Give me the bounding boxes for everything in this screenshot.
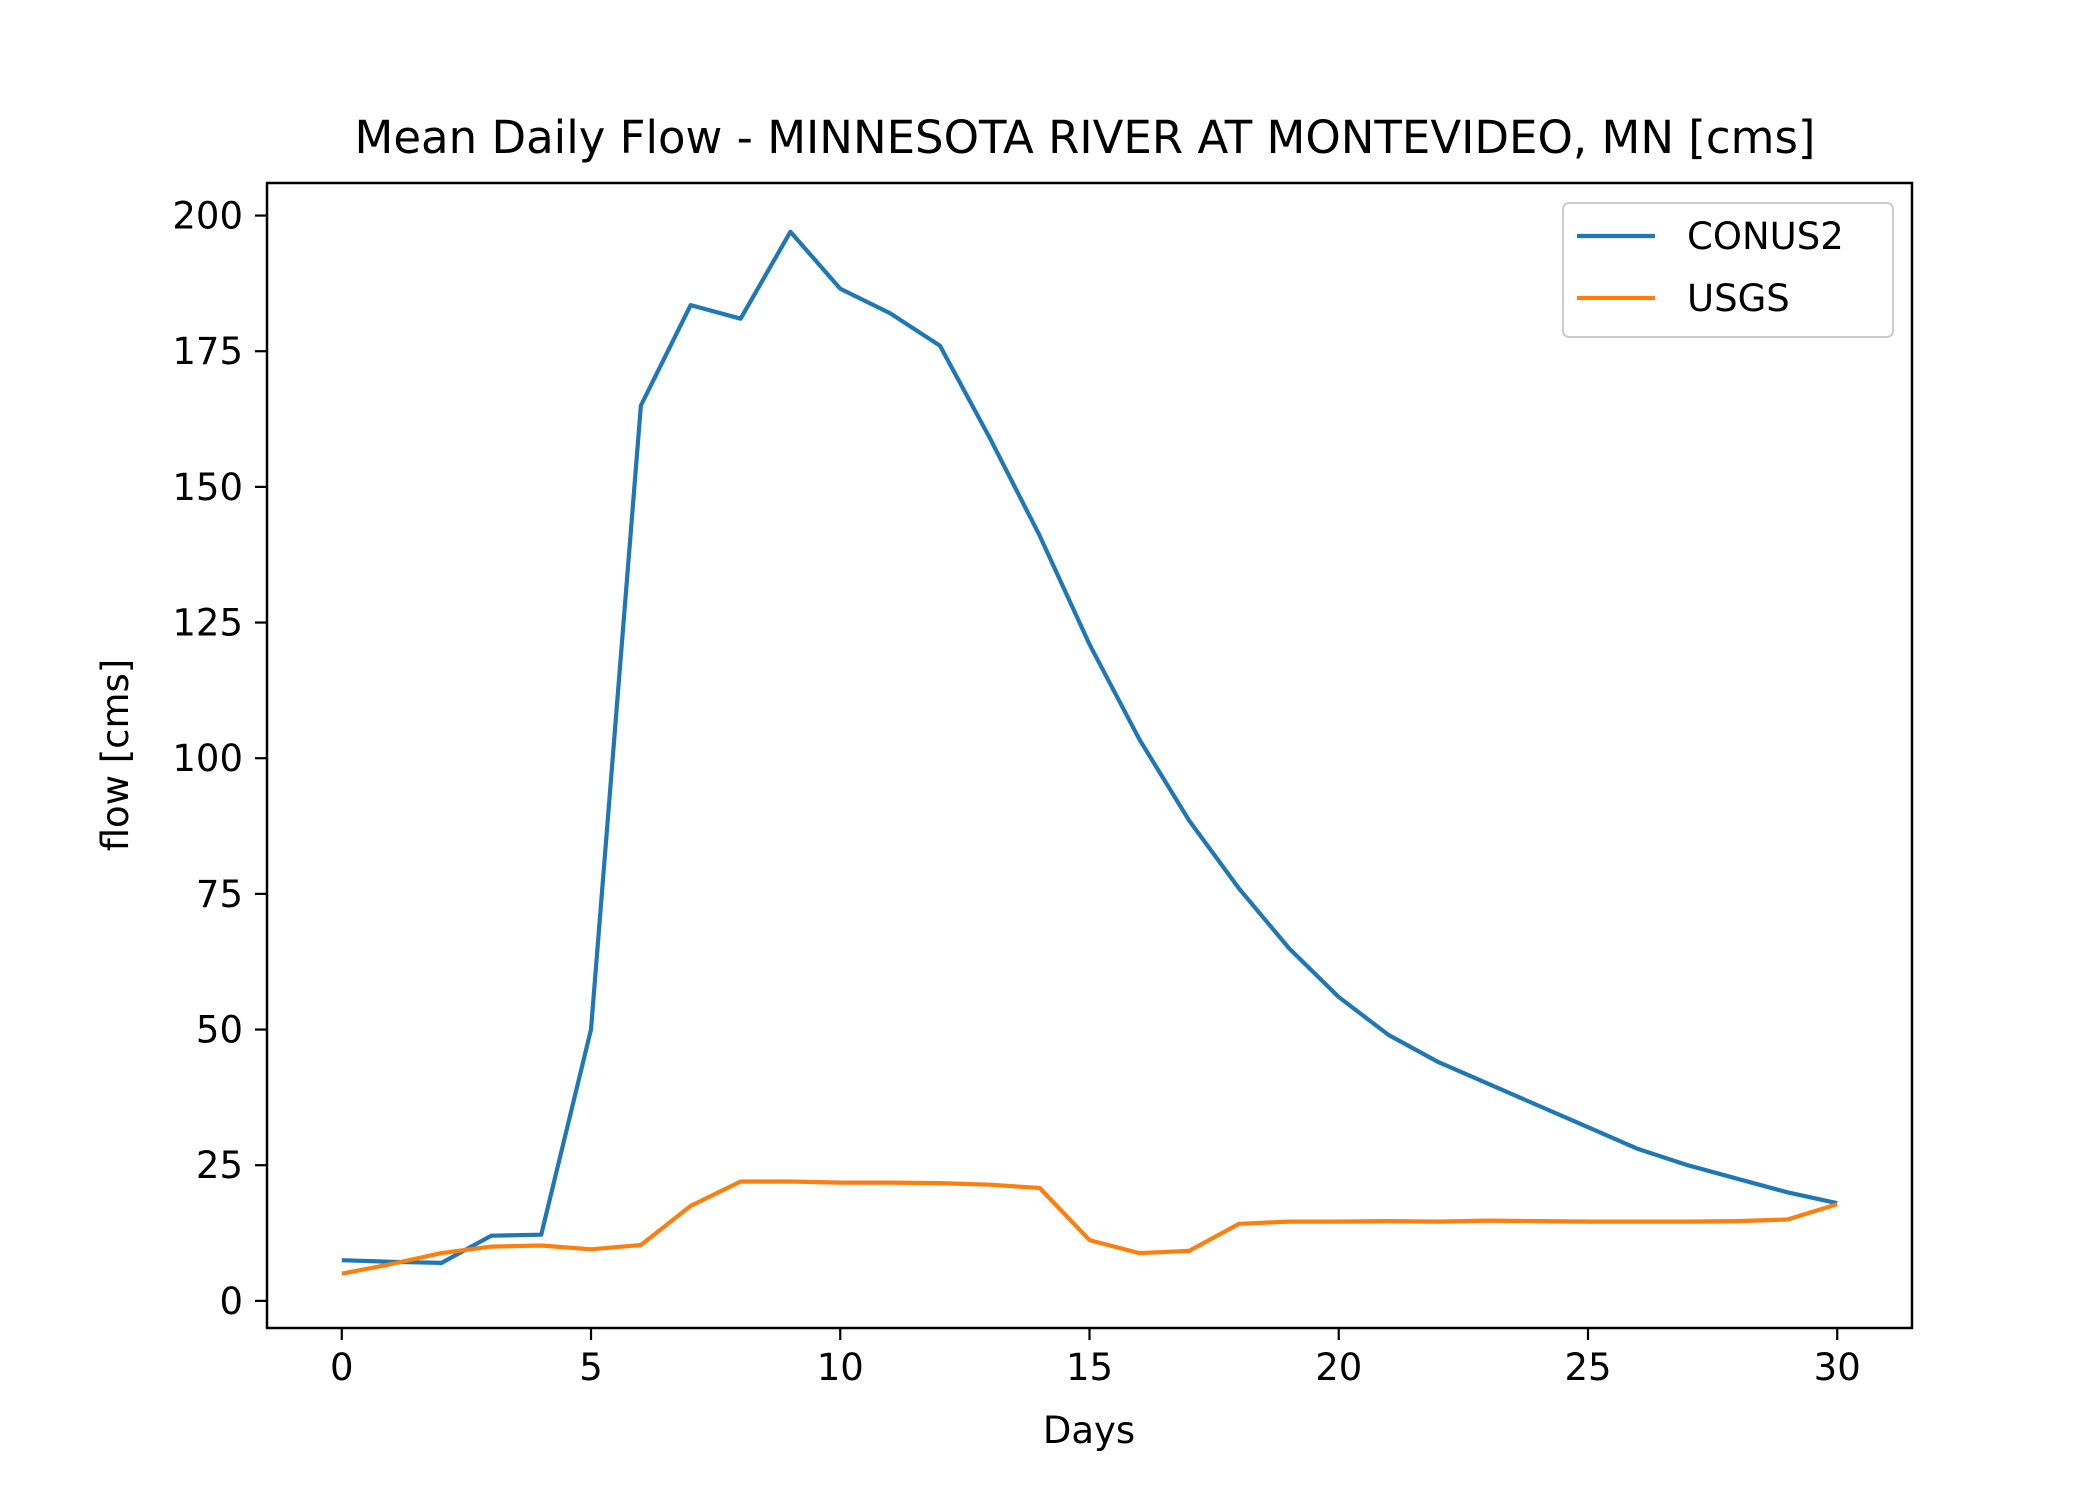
x-tick-label: 0 [330,1346,354,1389]
y-tick-label: 125 [172,602,243,645]
legend-label-usgs: USGS [1687,277,1790,320]
legend: CONUS2 USGS [1562,202,1894,338]
x-tick-label: 20 [1315,1346,1362,1389]
series-line-usgs [341,1179,1838,1276]
y-tick-label: 50 [196,1009,243,1052]
y-tick-label: 175 [172,330,243,373]
x-tick-label: 15 [1066,1346,1113,1389]
y-tick-label: 200 [172,195,243,238]
x-tick-label: 10 [817,1346,864,1389]
y-tick-label: 75 [196,873,243,916]
x-tick-label: 25 [1564,1346,1611,1389]
chart-title: Mean Daily Flow - MINNESOTA RIVER AT MON… [355,111,1816,164]
x-tick-label: 5 [579,1346,603,1389]
y-tick-label: 25 [196,1144,243,1187]
x-tick-label: 30 [1814,1346,1861,1389]
x-axis-label: Days [1043,1409,1135,1452]
series-line-conus2 [341,229,1838,1266]
y-tick-label: 0 [219,1280,243,1323]
y-axis-label: flow [cms] [94,659,137,852]
legend-label-conus2: CONUS2 [1687,215,1844,258]
y-tick-label: 100 [172,737,243,780]
y-tick-label: 150 [172,466,243,509]
